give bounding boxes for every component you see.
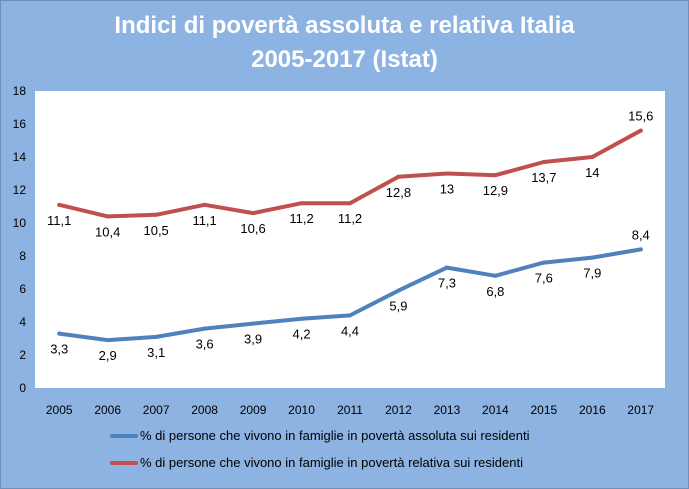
data-point [348, 201, 352, 206]
data-point [299, 316, 304, 321]
data-label: 7,9 [583, 266, 601, 281]
data-point [541, 260, 546, 265]
y-tick-label: 0 [19, 381, 26, 395]
x-tick-label: 2005 [46, 403, 73, 417]
y-tick-label: 16 [13, 117, 27, 131]
data-point [57, 331, 62, 336]
x-tick-label: 2006 [94, 403, 121, 417]
y-tick-label: 2 [19, 348, 26, 362]
chart-title: Indici di povertà assoluta e relativa It… [114, 12, 575, 39]
data-point [638, 247, 643, 252]
x-tick-label: 2010 [288, 403, 315, 417]
series-layer: 3,3 2,9 3,1 3,6 3,9 4,2 4,4 5,9 7,3 6,8 7,6 7,9 8,4 1… [47, 109, 653, 364]
data-point [57, 202, 62, 207]
y-tick-label: 8 [19, 249, 26, 263]
y-tick-label: 6 [19, 282, 26, 296]
x-axis: 2005 2006 2007 2008 2009 2010 2011 2012 2013 2014… [46, 403, 655, 417]
data-label: 12,9 [483, 183, 508, 198]
legend: % di persone che vivono in famiglie in p… [110, 428, 530, 470]
y-tick-label: 14 [13, 150, 27, 164]
data-point [590, 255, 595, 260]
data-point [154, 212, 159, 217]
data-point [348, 313, 352, 318]
plot-area [35, 91, 665, 388]
x-tick-label: 2015 [530, 403, 557, 417]
data-label: 8,4 [632, 227, 650, 242]
data-point [638, 128, 643, 133]
x-tick-label: 2016 [579, 403, 606, 417]
data-label: 11,2 [338, 211, 362, 226]
data-point [590, 155, 595, 159]
data-label: 13 [440, 182, 454, 197]
legend-label: % di persone che vivono in famiglie in p… [140, 428, 530, 443]
legend-label: % di persone che vivono in famiglie in p… [140, 455, 523, 470]
data-label: 13,7 [531, 170, 556, 185]
data-label: 4,2 [292, 327, 310, 342]
x-tick-label: 2009 [240, 403, 267, 417]
y-axis: 0 2 4 6 8 10 12 14 16 18 [13, 84, 27, 395]
data-point [444, 265, 449, 270]
data-label: 15,6 [628, 109, 653, 124]
data-point [541, 159, 546, 164]
data-point [202, 202, 207, 207]
y-tick-label: 18 [13, 84, 27, 98]
data-label: 5,9 [389, 299, 407, 314]
data-label: 14 [585, 165, 599, 180]
data-label: 11,2 [289, 211, 313, 226]
x-tick-label: 2011 [337, 403, 363, 417]
data-point [493, 273, 498, 278]
data-label: 10,4 [95, 224, 120, 239]
data-label: 7,6 [535, 271, 553, 286]
data-label: 3,3 [50, 342, 68, 357]
x-tick-label: 2008 [191, 403, 218, 417]
data-point [396, 288, 401, 293]
chart-subtitle: 2005-2017 (Istat) [251, 46, 438, 73]
data-label: 10,6 [240, 221, 265, 236]
data-point [105, 214, 110, 219]
data-label: 4,4 [341, 323, 359, 338]
y-tick-label: 10 [13, 216, 27, 230]
data-point [251, 211, 256, 216]
data-label: 11,1 [192, 213, 216, 228]
data-label: 3,6 [196, 337, 214, 352]
y-tick-label: 12 [13, 183, 27, 197]
data-label: 7,3 [438, 276, 456, 291]
data-label: 3,1 [147, 345, 165, 360]
data-label: 10,5 [143, 223, 168, 238]
x-tick-label: 2017 [627, 403, 654, 417]
x-tick-label: 2012 [385, 403, 412, 417]
data-point [493, 173, 498, 178]
data-point [251, 321, 256, 326]
data-point [202, 326, 207, 331]
x-tick-label: 2007 [143, 403, 170, 417]
y-tick-label: 4 [19, 315, 26, 329]
data-label: 11,1 [47, 213, 71, 228]
data-label: 3,9 [244, 332, 262, 347]
data-label: 2,9 [99, 348, 117, 363]
x-tick-label: 2013 [434, 403, 461, 417]
data-point [444, 171, 449, 176]
data-label: 12,8 [386, 185, 411, 200]
data-label: 6,8 [486, 284, 504, 299]
data-point [396, 174, 401, 179]
data-point [154, 334, 159, 339]
data-point [299, 201, 304, 206]
x-tick-label: 2014 [482, 403, 509, 417]
data-point [105, 338, 110, 343]
